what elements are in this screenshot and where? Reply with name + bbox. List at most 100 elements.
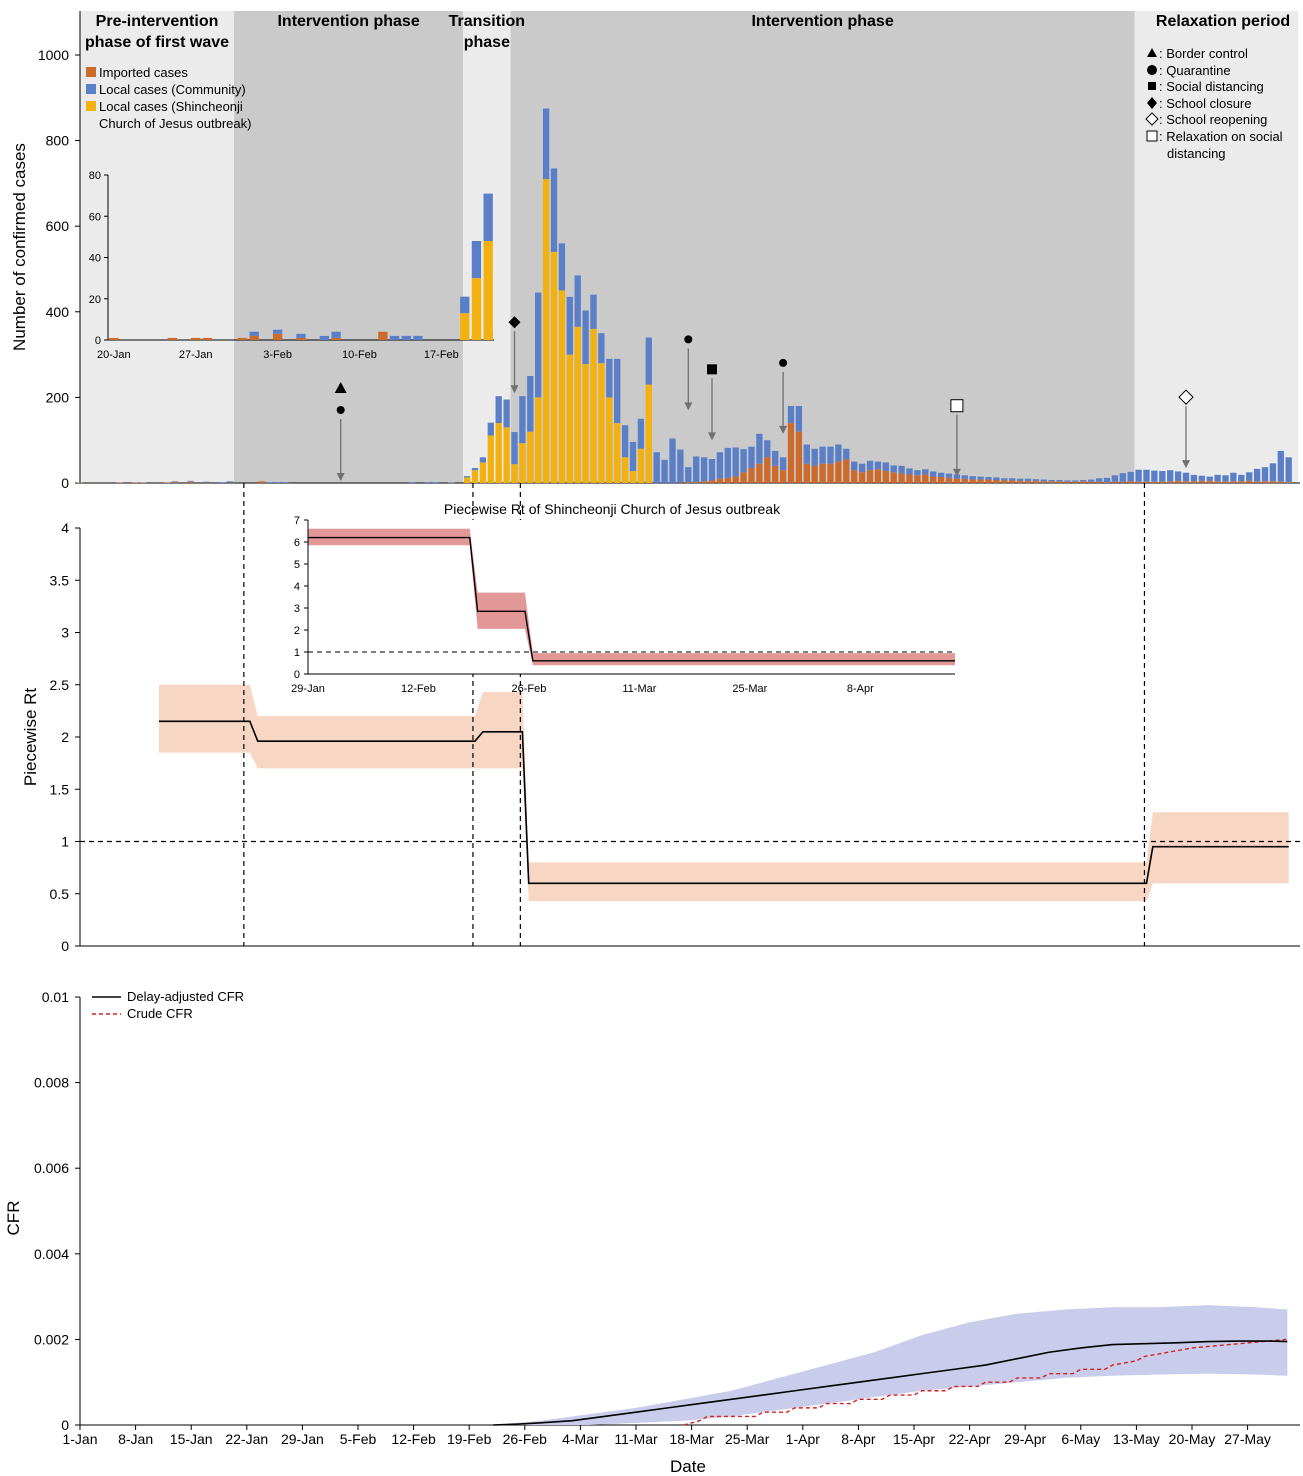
bar-imported	[787, 423, 795, 483]
phase-band	[80, 11, 235, 483]
bar-imported	[882, 471, 889, 483]
bar-community	[819, 446, 826, 464]
bar-imported	[898, 473, 905, 483]
bar-community	[1261, 467, 1269, 482]
inset-x-tick-label: 3-Feb	[263, 349, 292, 361]
inset-bar-community	[272, 329, 283, 334]
bar-imported	[1198, 480, 1205, 483]
inset-bar-community	[319, 335, 330, 340]
bar-imported	[724, 477, 731, 483]
bar-community	[740, 449, 747, 473]
bar-community	[1285, 457, 1292, 483]
bar-community	[732, 447, 739, 477]
legend-label-shincheonji: Local cases (Shincheonji	[99, 99, 243, 114]
legend-relaxation: : Relaxation on social	[1159, 129, 1283, 144]
legend-circle-icon	[1147, 65, 1157, 75]
bar-community	[1119, 473, 1126, 482]
cfr-x-tick-label: 20-May	[1169, 1431, 1216, 1447]
bar-community	[621, 425, 629, 458]
inset-bar-imported	[331, 337, 341, 340]
bar-imported	[1238, 481, 1245, 483]
bar-shincheonji	[574, 326, 581, 483]
bar-shincheonji	[487, 435, 494, 483]
bar-shincheonji	[479, 462, 487, 483]
bar-community	[1182, 472, 1190, 482]
inset-bar-community	[331, 331, 341, 338]
rt-ci-band	[159, 684, 1289, 902]
bar-imported	[1285, 482, 1292, 483]
bar-community	[851, 461, 858, 471]
bar-community	[1048, 480, 1055, 482]
bar-community	[219, 482, 226, 483]
inset-bar-community	[460, 296, 470, 314]
rt-plot	[80, 483, 1300, 946]
cfr-x-tick-label: 13-May	[1113, 1431, 1160, 1447]
bar-imported	[171, 482, 178, 483]
bar-shincheonji	[606, 397, 613, 483]
phase-shading	[80, 11, 1299, 483]
intervention-markers	[334, 316, 1194, 481]
rt-inset-y-tick-label: 2	[294, 625, 300, 637]
rt-inset-x-tick-label: 25-Mar	[732, 683, 767, 695]
bar-community	[977, 476, 984, 480]
rt-line	[159, 720, 1289, 885]
bar-imported	[1174, 480, 1182, 483]
bar-community	[827, 446, 834, 464]
cfr-x-tick-label: 26-Feb	[503, 1431, 548, 1447]
cfr-y-title: CFR	[4, 1201, 23, 1236]
bar-imported	[1048, 481, 1055, 483]
cfr-x-title: Date	[670, 1457, 706, 1476]
bar-community	[1095, 478, 1103, 482]
bar-community	[1174, 471, 1182, 481]
bar-community	[1009, 478, 1016, 481]
cfr-x-tick-label: 6-May	[1061, 1431, 1100, 1447]
arrow-head	[1182, 460, 1190, 469]
bar-community	[1222, 475, 1229, 482]
bar-imported	[1095, 481, 1103, 483]
bar-imported	[1159, 481, 1166, 483]
bar-imported	[866, 470, 874, 483]
inset-bar-imported	[378, 331, 388, 340]
bar-imported	[1182, 481, 1190, 483]
bar-community	[843, 448, 850, 460]
bar-community	[511, 432, 518, 465]
legend-triangle-icon	[1147, 48, 1157, 57]
bar-community	[708, 459, 716, 481]
bar-imported	[716, 478, 724, 483]
bar-community	[637, 418, 645, 449]
rt-y-tick-label: 2.5	[50, 677, 70, 693]
bar-imported	[858, 472, 866, 483]
bar-imported	[772, 465, 779, 483]
rt-inset-y-tick-label: 7	[294, 515, 300, 527]
inset-bar-imported	[167, 337, 178, 340]
legend-quarantine: : Quarantine	[1159, 63, 1231, 78]
cfr-x-tick-label: 19-Feb	[447, 1431, 492, 1447]
bar-shincheonji	[637, 448, 645, 483]
phase-label: Intervention phase	[751, 13, 893, 30]
bar-shincheonji	[463, 477, 471, 483]
arrow-head	[779, 425, 788, 434]
y-tick-label: 600	[46, 218, 70, 234]
cfr-x-tick-label: 5-Feb	[340, 1431, 377, 1447]
bar-shincheonji	[535, 397, 542, 483]
bar-shincheonji	[519, 443, 526, 483]
circle-icon	[684, 335, 693, 344]
phase-labels: Pre-intervention phase of first wave Inter…	[85, 13, 1290, 51]
bar-community	[171, 481, 178, 483]
bar-imported	[1246, 480, 1253, 483]
bar-imported	[1151, 481, 1158, 483]
bar-shincheonji	[471, 470, 479, 483]
inset-bar-imported	[237, 337, 248, 340]
phase-label: Intervention phase	[277, 13, 419, 30]
rt-y-tick-label: 3	[61, 625, 69, 641]
cfr-x-tick-label: 15-Apr	[893, 1431, 935, 1447]
bar-imported	[693, 482, 700, 483]
bar-shincheonji	[598, 363, 605, 483]
legend-open-square-icon	[1146, 130, 1158, 142]
bar-community	[629, 441, 637, 472]
inset-bar-imported	[191, 337, 201, 340]
rt-inset-y-tick-label: 5	[294, 559, 300, 571]
bar-community	[1135, 469, 1142, 482]
